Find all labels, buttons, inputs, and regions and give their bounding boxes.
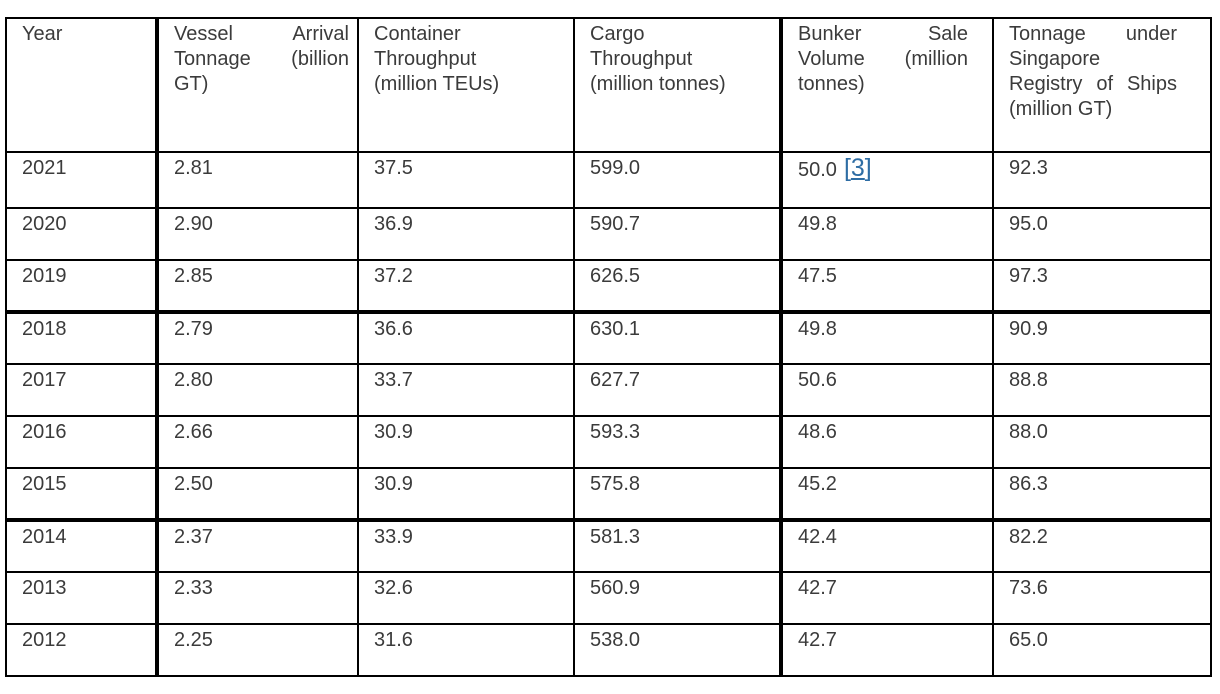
bunker-sale-volume-cell: 42.7 <box>779 623 994 677</box>
vessel-arrival-tonnage-cell: 2.33 <box>155 571 359 625</box>
year-cell: 2021 <box>5 151 158 209</box>
column-header-bunker-sale-volume: Bunker Sale Volume (million tonnes) <box>779 17 994 153</box>
registry-tonnage-cell: 90.9 <box>992 310 1212 365</box>
bunker-sale-volume-cell: 45.2 <box>779 467 994 521</box>
reference-number: 3 <box>850 154 865 182</box>
registry-tonnage-cell: 86.3 <box>992 467 1212 521</box>
cargo-throughput-cell: 538.0 <box>573 623 782 677</box>
container-throughput-cell: 33.7 <box>357 363 575 417</box>
registry-tonnage-cell: 82.2 <box>992 518 1212 573</box>
year-cell: 2013 <box>5 571 158 625</box>
bunker-sale-volume-cell: 48.6 <box>779 415 994 469</box>
row-2013: 2013 2.33 32.6 560.9 42.7 73.6 <box>5 571 1212 625</box>
vessel-arrival-tonnage-cell: 2.90 <box>155 207 359 261</box>
container-throughput-cell: 37.2 <box>357 259 575 313</box>
year-cell: 2015 <box>5 467 158 521</box>
container-throughput-cell: 32.6 <box>357 571 575 625</box>
bunker-sale-volume-cell: 49.8 <box>779 310 994 365</box>
reference-link-3[interactable]: [3] <box>844 154 872 182</box>
row-2021: 2021 2.81 37.5 599.0 50.0 [3] 92.3 <box>5 151 1212 209</box>
bunker-sale-value: 50.0 <box>798 159 837 181</box>
cargo-throughput-cell: 560.9 <box>573 571 782 625</box>
cargo-throughput-cell: 630.1 <box>573 310 782 365</box>
vessel-arrival-tonnage-cell: 2.50 <box>155 467 359 521</box>
registry-tonnage-cell: 73.6 <box>992 571 1212 625</box>
vessel-arrival-tonnage-cell: 2.85 <box>155 259 359 313</box>
header-row: Year Vessel Arrival Tonnage (billion GT)… <box>5 17 1212 153</box>
row-2019: 2019 2.85 37.2 626.5 47.5 97.3 <box>5 259 1212 313</box>
column-header-label: Vessel Arrival Tonnage (billion GT) <box>174 23 349 95</box>
registry-tonnage-cell: 92.3 <box>992 151 1212 209</box>
year-cell: 2014 <box>5 518 158 573</box>
maritime-statistics-table: Year Vessel Arrival Tonnage (billion GT)… <box>5 17 1212 677</box>
bunker-sale-volume-cell: 42.4 <box>779 518 994 573</box>
column-header-year: Year <box>5 17 158 153</box>
vessel-arrival-tonnage-cell: 2.81 <box>155 151 359 209</box>
registry-tonnage-cell: 88.0 <box>992 415 1212 469</box>
bunker-sale-volume-cell: 47.5 <box>779 259 994 313</box>
row-2017: 2017 2.80 33.7 627.7 50.6 88.8 <box>5 363 1212 417</box>
registry-tonnage-cell: 95.0 <box>992 207 1212 261</box>
bunker-sale-volume-cell: 50.0 [3] <box>779 151 994 209</box>
year-cell: 2019 <box>5 259 158 313</box>
year-cell: 2016 <box>5 415 158 469</box>
column-header-label: Cargo Throughput (million tonnes) <box>590 23 726 95</box>
container-throughput-cell: 33.9 <box>357 518 575 573</box>
reference-close-bracket: ] <box>864 154 872 182</box>
registry-tonnage-cell: 88.8 <box>992 363 1212 417</box>
container-throughput-cell: 37.5 <box>357 151 575 209</box>
cargo-throughput-cell: 590.7 <box>573 207 782 261</box>
reference-open-bracket: [ <box>843 154 851 182</box>
column-header-label: Bunker Sale Volume (million tonnes) <box>798 23 968 95</box>
column-header-container-throughput: Container Throughput (million TEUs) <box>357 17 575 153</box>
year-cell: 2012 <box>5 623 158 677</box>
cargo-throughput-cell: 593.3 <box>573 415 782 469</box>
container-throughput-cell: 31.6 <box>357 623 575 677</box>
bunker-sale-volume-cell: 50.6 <box>779 363 994 417</box>
bunker-sale-volume-cell: 49.8 <box>779 207 994 261</box>
registry-tonnage-cell: 97.3 <box>992 259 1212 313</box>
container-throughput-cell: 30.9 <box>357 415 575 469</box>
year-cell: 2018 <box>5 310 158 365</box>
cargo-throughput-cell: 626.5 <box>573 259 782 313</box>
column-header-vessel-arrival-tonnage: Vessel Arrival Tonnage (billion GT) <box>155 17 359 153</box>
row-2014: 2014 2.37 33.9 581.3 42.4 82.2 <box>5 518 1212 573</box>
column-header-label: Year <box>22 23 63 45</box>
row-2012: 2012 2.25 31.6 538.0 42.7 65.0 <box>5 623 1212 677</box>
vessel-arrival-tonnage-cell: 2.79 <box>155 310 359 365</box>
row-2015: 2015 2.50 30.9 575.8 45.2 86.3 <box>5 467 1212 521</box>
vessel-arrival-tonnage-cell: 2.66 <box>155 415 359 469</box>
vessel-arrival-tonnage-cell: 2.80 <box>155 363 359 417</box>
column-header-singapore-registry-tonnage: Tonnage under Singapore Registry of Ship… <box>992 17 1212 153</box>
container-throughput-cell: 30.9 <box>357 467 575 521</box>
row-2018: 2018 2.79 36.6 630.1 49.8 90.9 <box>5 310 1212 365</box>
column-header-label: Container Throughput (million TEUs) <box>374 23 500 95</box>
container-throughput-cell: 36.9 <box>357 207 575 261</box>
row-2016: 2016 2.66 30.9 593.3 48.6 88.0 <box>5 415 1212 469</box>
column-header-cargo-throughput: Cargo Throughput (million tonnes) <box>573 17 782 153</box>
container-throughput-cell: 36.6 <box>357 310 575 365</box>
registry-tonnage-cell: 65.0 <box>992 623 1212 677</box>
row-2020: 2020 2.90 36.9 590.7 49.8 95.0 <box>5 207 1212 261</box>
cargo-throughput-cell: 599.0 <box>573 151 782 209</box>
year-cell: 2017 <box>5 363 158 417</box>
vessel-arrival-tonnage-cell: 2.25 <box>155 623 359 677</box>
column-header-label: Tonnage under Singapore Registry of Ship… <box>1009 23 1177 120</box>
bunker-sale-volume-cell: 42.7 <box>779 571 994 625</box>
vessel-arrival-tonnage-cell: 2.37 <box>155 518 359 573</box>
year-cell: 2020 <box>5 207 158 261</box>
cargo-throughput-cell: 575.8 <box>573 467 782 521</box>
cargo-throughput-cell: 581.3 <box>573 518 782 573</box>
cargo-throughput-cell: 627.7 <box>573 363 782 417</box>
